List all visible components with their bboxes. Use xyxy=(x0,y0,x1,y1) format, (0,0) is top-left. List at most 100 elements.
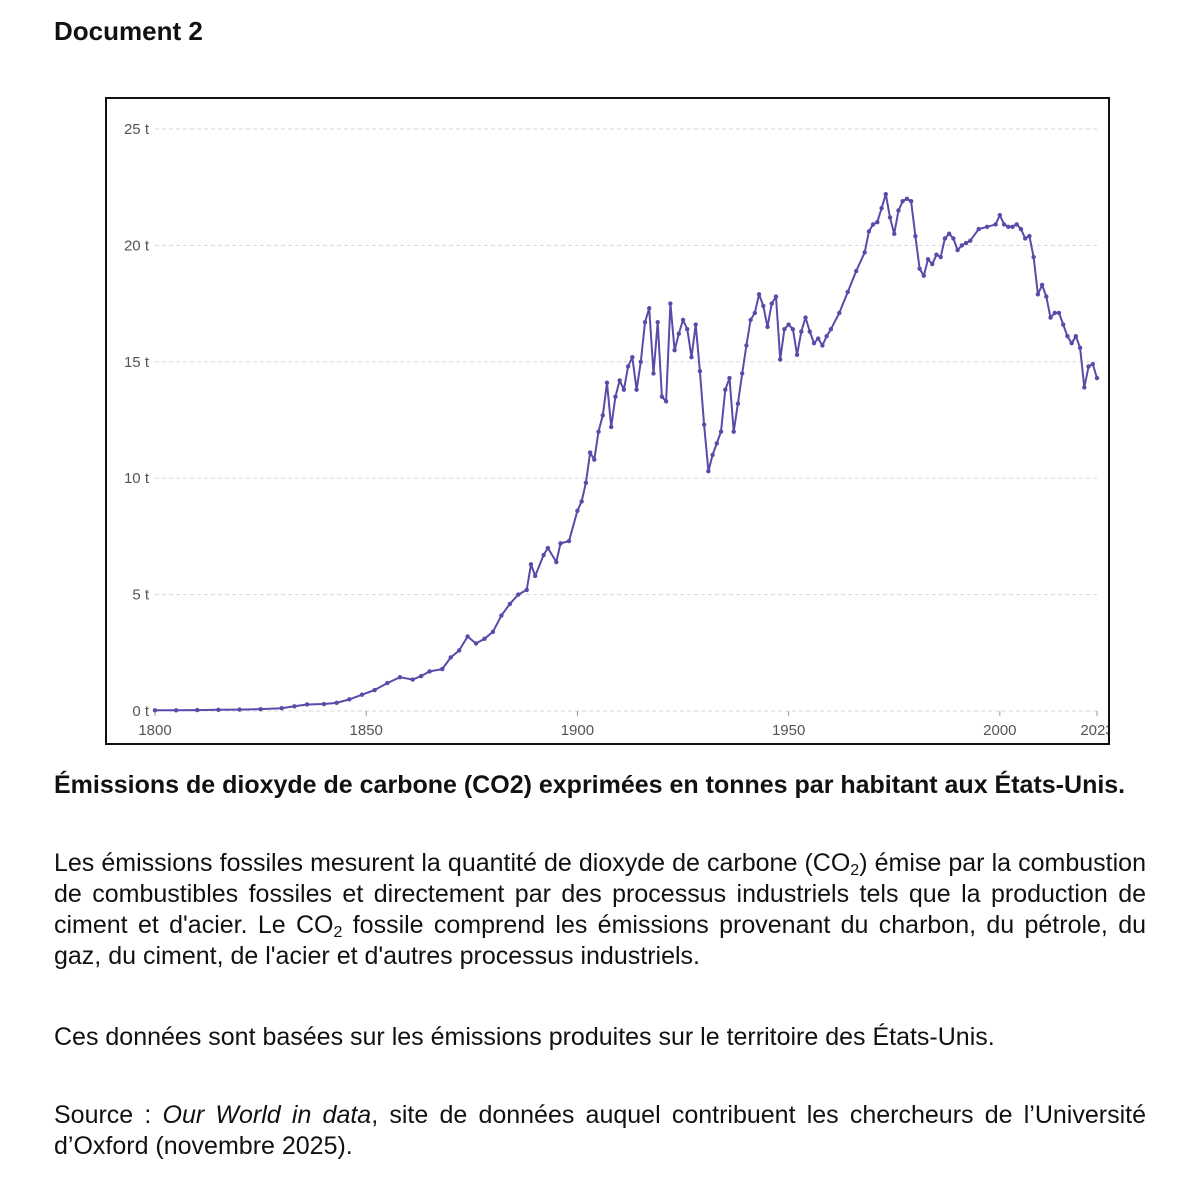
data-point xyxy=(237,707,242,712)
chart-frame: 0 t 5 t 10 t 15 t 20 t 25 t 1800 1850 1900 1950 2… xyxy=(105,97,1110,745)
data-point xyxy=(634,387,639,392)
data-point xyxy=(744,343,749,348)
co2-line-chart: 0 t 5 t 10 t 15 t 20 t 25 t 1800 1850 1900 1950 2… xyxy=(124,121,1108,739)
data-point xyxy=(1014,222,1019,227)
data-point xyxy=(955,247,960,253)
data-point xyxy=(900,198,905,204)
data-point xyxy=(934,252,939,257)
data-point xyxy=(786,322,791,327)
data-point xyxy=(1086,364,1091,369)
p1-text-3: fossile comprend les émissions provenant… xyxy=(54,911,1146,970)
y-tick-label: 5 t xyxy=(132,587,150,604)
data-point xyxy=(541,552,546,558)
data-point xyxy=(528,562,534,567)
data-point xyxy=(554,559,559,565)
data-point xyxy=(723,387,728,392)
x-tick-label: 1950 xyxy=(772,722,805,739)
data-point xyxy=(828,327,834,332)
data-point xyxy=(959,243,965,248)
data-point xyxy=(748,317,753,323)
data-point xyxy=(777,357,783,362)
data-point xyxy=(456,648,462,653)
data-point xyxy=(938,254,943,260)
source-suffix: , site de données auquel contribuent les… xyxy=(54,1101,1146,1160)
data-point xyxy=(718,429,724,434)
series-emissions xyxy=(152,191,1100,713)
data-point xyxy=(710,452,715,458)
figure-caption: Émissions de dioxyde de carbone (CO2) ex… xyxy=(54,770,1146,800)
data-point xyxy=(440,666,445,672)
data-point xyxy=(347,697,352,702)
data-point xyxy=(1073,333,1079,339)
data-point xyxy=(173,708,179,713)
data-point xyxy=(1056,310,1062,316)
x-tick-label: 2000 xyxy=(983,722,1016,739)
data-point xyxy=(908,198,914,204)
data-point xyxy=(892,231,897,236)
y-tick-label: 25 t xyxy=(124,121,150,138)
data-point xyxy=(596,429,601,434)
x-tick-label: 1800 xyxy=(138,722,171,739)
data-point xyxy=(930,261,935,267)
data-point xyxy=(706,469,711,474)
data-point xyxy=(811,340,817,346)
data-point xyxy=(1082,385,1087,390)
x-tick-label: 1900 xyxy=(561,722,594,739)
data-point xyxy=(875,219,880,225)
data-point xyxy=(558,541,563,546)
source-name: Our World in data xyxy=(162,1101,372,1129)
x-tick-label: 2023 xyxy=(1080,722,1108,739)
data-point xyxy=(359,692,365,697)
data-point xyxy=(993,222,998,227)
data-point xyxy=(820,343,825,348)
data-point xyxy=(862,250,867,255)
grid-lines xyxy=(154,128,1098,716)
data-point xyxy=(756,292,762,297)
data-point xyxy=(617,378,622,383)
data-point xyxy=(625,364,631,369)
data-point xyxy=(1001,222,1007,227)
x-axis-labels: 1800 1850 1900 1950 2000 2023 xyxy=(138,722,1108,739)
y-tick-label: 10 t xyxy=(124,470,150,487)
data-point xyxy=(321,701,327,707)
data-point xyxy=(630,354,635,360)
data-point xyxy=(279,706,284,711)
series-line xyxy=(155,193,1098,712)
data-point xyxy=(790,327,796,332)
data-point xyxy=(701,422,707,427)
data-point xyxy=(418,673,424,679)
data-point xyxy=(765,324,770,330)
data-point xyxy=(803,315,808,320)
data-point xyxy=(583,480,589,486)
data-point xyxy=(1035,292,1041,297)
data-point xyxy=(904,196,910,202)
data-point xyxy=(1069,340,1074,346)
data-point xyxy=(769,301,774,306)
data-point xyxy=(697,368,703,374)
data-point xyxy=(951,236,956,241)
data-point xyxy=(1027,233,1032,239)
data-point xyxy=(638,359,643,364)
data-point xyxy=(1018,226,1024,232)
p1-subscript-1: 2 xyxy=(850,862,860,879)
data-point xyxy=(604,380,610,385)
data-point xyxy=(866,229,872,234)
data-point xyxy=(984,224,990,229)
x-tick-label: 1850 xyxy=(350,722,383,739)
data-point xyxy=(739,371,745,376)
data-point xyxy=(879,205,884,211)
caption-text-after: ) exprimées en tonnes par habitant aux É… xyxy=(523,771,1126,799)
y-tick-label: 15 t xyxy=(124,354,150,371)
data-point xyxy=(499,613,504,618)
data-point xyxy=(1094,375,1100,381)
data-point xyxy=(1044,294,1049,299)
data-point xyxy=(385,680,390,686)
data-point xyxy=(473,641,479,646)
y-axis-labels: 0 t 5 t 10 t 15 t 20 t 25 t xyxy=(124,121,150,720)
data-point xyxy=(946,231,952,236)
y-tick-label: 20 t xyxy=(124,237,150,254)
data-point xyxy=(1031,254,1036,260)
data-point xyxy=(647,306,652,311)
data-point xyxy=(752,310,758,316)
data-point xyxy=(427,669,432,674)
